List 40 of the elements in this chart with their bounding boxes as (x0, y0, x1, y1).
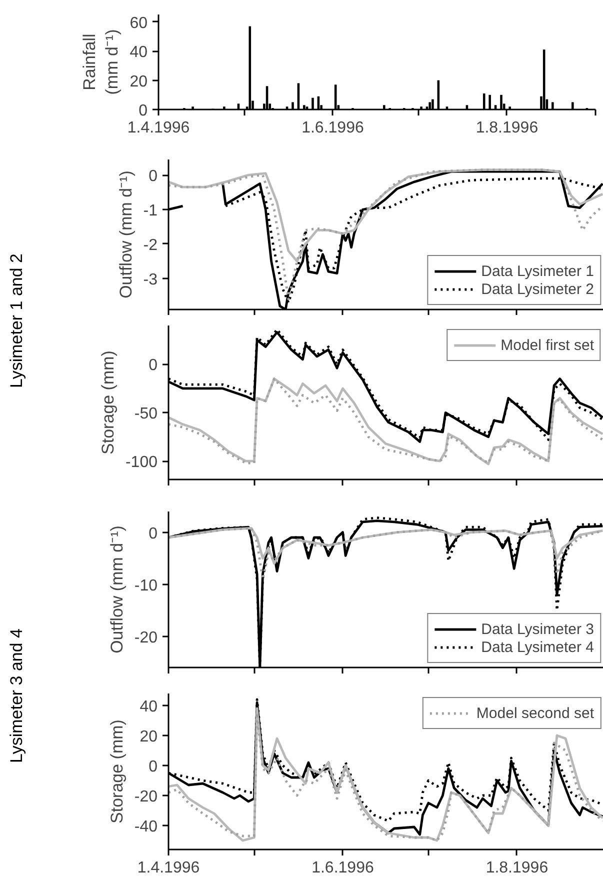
y-axis-title: Outflow (mm d⁻¹) (116, 170, 136, 298)
y-tick-label: 40 (130, 44, 148, 62)
y-tick-label: -3 (143, 271, 158, 288)
y-tick-label: 0 (148, 758, 158, 776)
text: Lysimeter 1 and 2 (6, 252, 27, 390)
legend-label: Data Lysimeter 3 (481, 620, 594, 638)
y-tick-label: 20 (130, 73, 148, 90)
y-tick-label: -1 (143, 202, 158, 220)
x-tick-label: 1.8.1996 (476, 120, 538, 136)
legend-label: Model second set (476, 704, 594, 722)
x-tick-label: 1.6.1996 (302, 120, 364, 136)
y-tick-label: 0 (148, 357, 158, 374)
legend-label: Data Lysimeter 1 (481, 262, 594, 280)
y-tick-label: 60 (130, 14, 148, 32)
legend-label: Data Lysimeter 4 (481, 638, 594, 656)
legend-label: Model first set (500, 336, 594, 354)
legend-label: Data Lysimeter 2 (481, 280, 594, 298)
line-series (168, 168, 603, 262)
y-tick-label: -20 (134, 629, 158, 646)
x-tick-label: 1.8.1996 (486, 860, 548, 876)
y-tick-label: 0 (138, 102, 148, 120)
y-axis-title: Outflow (mm d⁻¹) (107, 526, 126, 654)
y-axis-title: Storage (mm) (107, 720, 126, 824)
y-tick-label: -100 (125, 454, 158, 472)
x-tick-label: 1.4.1996 (137, 860, 200, 876)
y-tick-label: -10 (134, 577, 158, 594)
y-tick-label: 0 (148, 168, 158, 186)
line-series (168, 526, 603, 565)
y-tick-label: 0 (148, 525, 158, 542)
y-axis-title: Storage (mm) (98, 350, 118, 454)
y-tick-label: -2 (143, 236, 158, 254)
y-tick-label: -40 (134, 818, 158, 836)
y-axis-title: Rainfall (mm d⁻¹) (80, 29, 122, 95)
y-tick-label: 20 (140, 728, 158, 746)
x-tick-label: 1.4.1996 (127, 120, 190, 136)
x-tick-label: 1.6.1996 (312, 860, 374, 876)
y-tick-label: 40 (140, 698, 158, 716)
y-tick-label: -20 (134, 788, 158, 806)
y-tick-label: -50 (134, 406, 158, 423)
text: Lysimeter 3 and 4 (6, 628, 27, 766)
